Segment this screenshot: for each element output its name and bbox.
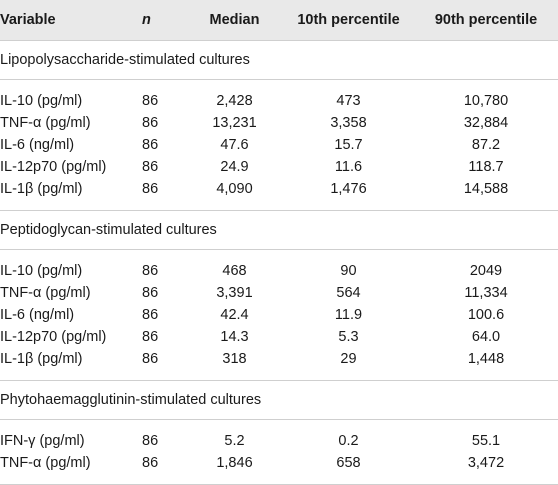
cell-10th-percentile: 658 [336,455,361,471]
cell-n: 86 [142,93,159,109]
cell-90th-percentile: 118.7 [468,159,504,175]
cell-n: 86 [142,263,159,279]
cell-n: 86 [142,351,159,367]
section-spacer [0,80,558,90]
cell-median: 5.2 [224,433,245,449]
cell-variable: IL-6 (ng/ml) [0,307,75,323]
table-row: IL-6 (ng/ml) 86 42.4 11.9 100.6 [0,304,558,326]
cell-median: 468 [222,263,247,279]
cell-90th-percentile: 32,884 [463,115,509,131]
cell-90th-percentile: 3,472 [467,455,505,471]
cell-median: 4,090 [216,181,253,197]
cell-n: 86 [142,285,159,301]
section-title: Peptidoglycan-stimulated cultures [0,210,558,250]
cell-variable: IL-12p70 (pg/ml) [0,159,107,175]
cell-10th-percentile: 15.7 [334,137,363,153]
cell-n: 86 [142,115,159,131]
section-spacer [0,474,558,484]
section-spacer [0,370,558,380]
cell-10th-percentile: 564 [336,285,361,301]
cell-90th-percentile: 1,448 [467,351,505,367]
header-90th-percentile: 90th percentile [434,12,538,28]
section-spacer [0,420,558,430]
cell-10th-percentile: 3,358 [330,115,367,131]
cell-median: 24.9 [220,159,249,175]
table-row: IL-1β (pg/ml) 86 4,090 1,476 14,588 [0,178,558,200]
section-title: Lipopolysaccharide-stimulated cultures [0,40,558,80]
table-row: TNF-α (pg/ml) 86 3,391 564 11,334 [0,282,558,304]
cell-10th-percentile: 11.9 [334,307,363,323]
cell-median: 14.3 [220,329,249,345]
cell-median: 47.6 [220,137,249,153]
cell-n: 86 [142,455,159,471]
cell-n: 86 [142,433,159,449]
cell-variable: IL-1β (pg/ml) [0,181,83,197]
table-row: IL-1β (pg/ml) 86 318 29 1,448 [0,348,558,370]
cell-10th-percentile: 29 [340,351,357,367]
table-row: IL-10 (pg/ml) 86 2,428 473 10,780 [0,90,558,112]
cell-variable: IL-12p70 (pg/ml) [0,329,107,345]
cell-variable: IL-1β (pg/ml) [0,351,83,367]
cell-median: 1,846 [216,455,253,471]
cell-variable: IFN-γ (pg/ml) [0,433,85,449]
cell-median: 3,391 [216,285,253,301]
cell-n: 86 [142,181,159,197]
cell-median: 318 [222,351,247,367]
cell-10th-percentile: 90 [340,263,357,279]
header-10th-percentile: 10th percentile [297,12,400,28]
table-row: TNF-α (pg/ml) 86 13,231 3,358 32,884 [0,112,558,134]
cell-10th-percentile: 1,476 [330,181,367,197]
cell-variable: TNF-α (pg/ml) [0,115,91,131]
cell-10th-percentile: 0.2 [338,433,359,449]
cell-n: 86 [142,329,159,345]
cell-n: 86 [142,307,159,323]
section-spacer [0,250,558,260]
cell-90th-percentile: 87.2 [471,137,501,153]
cell-90th-percentile: 11,334 [464,285,508,301]
cell-median: 13,231 [212,115,257,131]
table-row: TNF-α (pg/ml) 86 1,846 658 3,472 [0,452,558,474]
cell-10th-percentile: 11.6 [334,159,363,175]
cell-n: 86 [142,159,159,175]
table-row: IL-10 (pg/ml) 86 468 90 2049 [0,260,558,282]
cell-variable: TNF-α (pg/ml) [0,285,91,301]
section-spacer [0,200,558,210]
cell-median: 2,428 [216,93,253,109]
cell-90th-percentile: 10,780 [463,93,509,109]
cell-90th-percentile: 14,588 [463,181,509,197]
section-title: Phytohaemagglutinin-stimulated cultures [0,380,558,420]
cell-90th-percentile: 64.0 [471,329,501,345]
cell-n: 86 [142,137,159,153]
header-n: n [142,12,151,28]
cell-90th-percentile: 100.6 [467,307,505,323]
table-body: Lipopolysaccharide-stimulated cultures IL… [0,40,558,485]
cell-90th-percentile: 55.1 [471,433,501,449]
cell-variable: IL-6 (ng/ml) [0,137,75,153]
cell-median: 42.4 [220,307,249,323]
table-header: Variable n Median 10th percentile 90th p… [0,0,558,40]
header-median: Median [209,12,260,28]
cell-10th-percentile: 5.3 [338,329,359,345]
cell-90th-percentile: 2049 [469,263,503,279]
cell-variable: TNF-α (pg/ml) [0,455,91,471]
cell-variable: IL-10 (pg/ml) [0,93,83,109]
table-row: IFN-γ (pg/ml) 86 5.2 0.2 55.1 [0,430,558,452]
table-row: IL-6 (ng/ml) 86 47.6 15.7 87.2 [0,134,558,156]
cell-10th-percentile: 473 [336,93,361,109]
header-variable: Variable [0,12,56,28]
table-row: IL-12p70 (pg/ml) 86 24.9 11.6 118.7 [0,156,558,178]
cell-variable: IL-10 (pg/ml) [0,263,83,279]
table-row: IL-12p70 (pg/ml) 86 14.3 5.3 64.0 [0,326,558,348]
